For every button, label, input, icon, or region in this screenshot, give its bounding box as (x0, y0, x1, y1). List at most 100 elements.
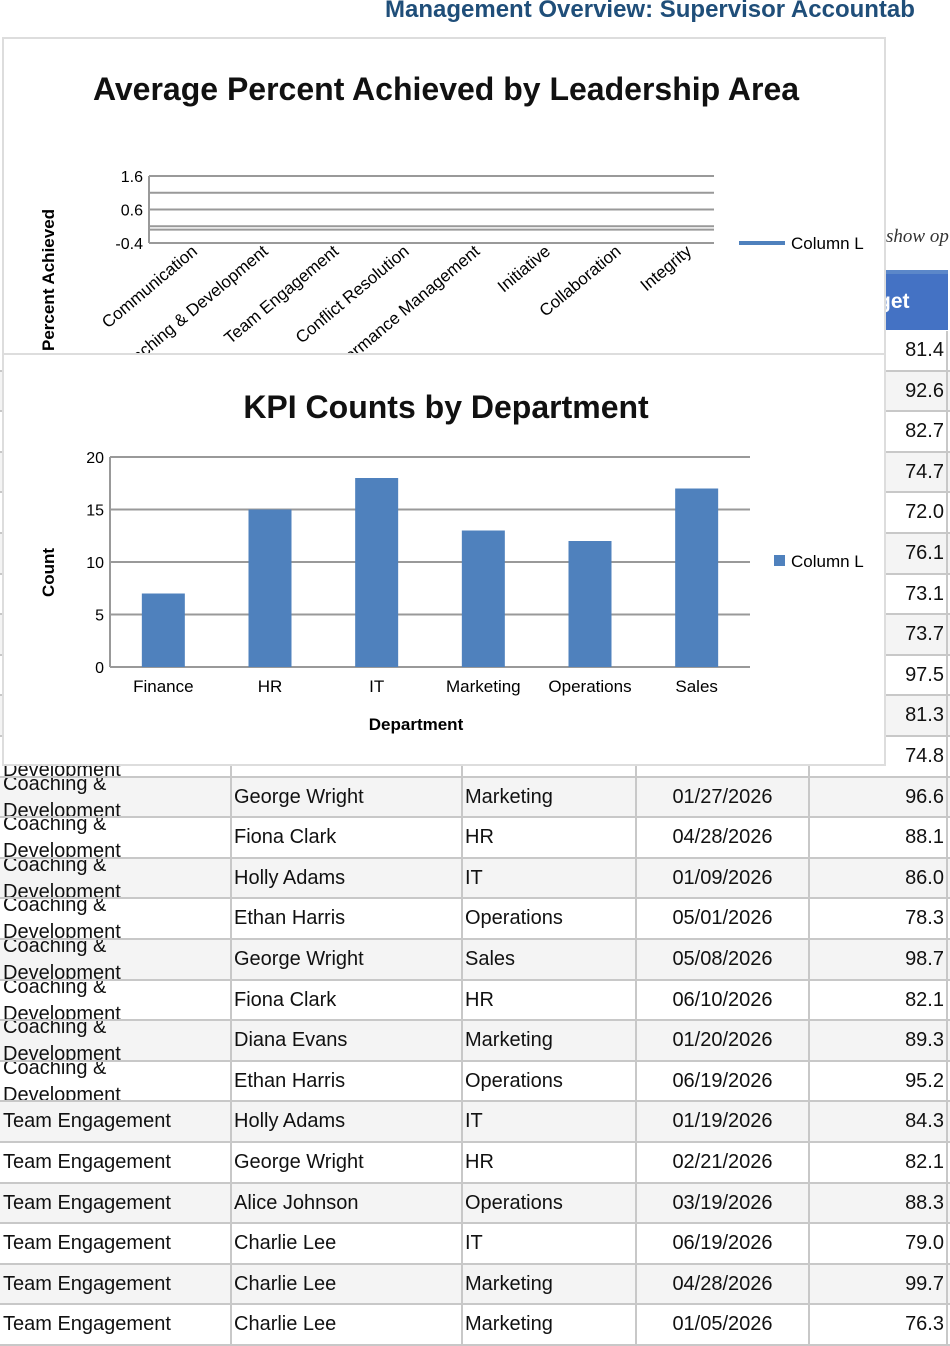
date-cell[interactable]: 04/28/2026 (637, 1264, 810, 1304)
area-cell[interactable]: Coaching & Development (0, 899, 232, 938)
target-cell[interactable]: 82.1 (810, 1143, 948, 1182)
bar-hr[interactable] (248, 509, 292, 668)
target-cell[interactable]: 81.4 (810, 331, 948, 370)
bar-finance[interactable] (141, 593, 185, 668)
target-cell[interactable]: 84.3 (810, 1102, 948, 1141)
target-text: 97.5 (905, 663, 944, 686)
x-tick-label: IT (369, 677, 384, 696)
area-cell[interactable]: Team Engagement (0, 1183, 232, 1223)
supervisor-text: George Wright (234, 1151, 364, 1173)
supervisor-cell[interactable]: Holly Adams (232, 1102, 463, 1141)
target-cell[interactable]: 82.7 (810, 412, 948, 451)
supervisor-cell[interactable]: Holly Adams (232, 858, 463, 898)
date-cell[interactable]: 06/19/2026 (637, 1224, 810, 1263)
target-text: 73.7 (905, 623, 944, 646)
target-cell[interactable]: 78.3 (810, 899, 948, 938)
area-cell[interactable]: Team Engagement (0, 1305, 232, 1344)
date-cell[interactable]: 01/05/2026 (637, 1305, 810, 1344)
bar-sales[interactable] (675, 488, 719, 668)
bar-operations[interactable] (568, 541, 612, 667)
department-cell[interactable]: IT (463, 1102, 637, 1141)
target-cell[interactable]: 92.6 (810, 371, 948, 411)
target-cell[interactable]: 89.3 (810, 1021, 948, 1060)
date-cell[interactable]: 05/08/2026 (637, 940, 810, 979)
date-cell[interactable]: 01/09/2026 (637, 858, 810, 898)
area-cell[interactable]: Team Engagement (0, 1102, 232, 1141)
area-cell[interactable]: Coaching & Development (0, 1061, 232, 1101)
supervisor-cell[interactable]: Diana Evans (232, 1021, 463, 1060)
target-cell[interactable]: 96.6 (810, 777, 948, 817)
area-cell[interactable]: Coaching & Development (0, 1021, 232, 1060)
date-cell[interactable]: 01/20/2026 (637, 1021, 810, 1060)
target-cell[interactable]: 88.3 (810, 1183, 948, 1223)
department-cell[interactable]: Operations (463, 1183, 637, 1223)
date-cell[interactable]: 05/01/2026 (637, 899, 810, 938)
area-cell[interactable]: Team Engagement (0, 1224, 232, 1263)
department-cell[interactable]: Marketing (463, 1305, 637, 1344)
target-cell[interactable]: 73.1 (810, 574, 948, 614)
area-cell[interactable]: Team Engagement (0, 1264, 232, 1304)
supervisor-cell[interactable]: Ethan Harris (232, 1061, 463, 1101)
area-cell[interactable]: Coaching & Development (0, 777, 232, 817)
target-cell[interactable]: 72.0 (810, 493, 948, 532)
target-column-header[interactable]: get (886, 270, 948, 330)
leadership-chart[interactable]: Average Percent Achieved by Leadership A… (2, 37, 886, 355)
table-row: Coaching & Development Holly Adams IT 01/09… (0, 858, 950, 900)
target-cell[interactable]: 88.1 (810, 818, 948, 857)
area-cell[interactable]: Team Engagement (0, 1143, 232, 1182)
date-cell[interactable]: 02/21/2026 (637, 1143, 810, 1182)
area-cell[interactable]: Coaching & Development (0, 818, 232, 857)
target-cell[interactable]: 74.8 (810, 737, 948, 776)
target-cell[interactable]: 97.5 (810, 655, 948, 695)
bar-marketing[interactable] (461, 530, 505, 668)
date-cell[interactable]: 01/27/2026 (637, 777, 810, 817)
target-cell[interactable]: 98.7 (810, 940, 948, 979)
area-cell[interactable]: Coaching & Development (0, 980, 232, 1020)
target-cell[interactable]: 81.3 (810, 696, 948, 735)
area-cell[interactable]: Coaching & Development (0, 940, 232, 979)
target-cell[interactable]: 99.7 (810, 1264, 948, 1304)
department-cell[interactable]: Marketing (463, 1021, 637, 1060)
department-cell[interactable]: HR (463, 818, 637, 857)
supervisor-cell[interactable]: George Wright (232, 1143, 463, 1182)
target-cell[interactable]: 79.0 (810, 1224, 948, 1263)
supervisor-cell[interactable]: Charlie Lee (232, 1264, 463, 1304)
target-cell[interactable]: 95.2 (810, 1061, 948, 1101)
date-cell[interactable]: 03/19/2026 (637, 1183, 810, 1223)
supervisor-cell[interactable]: George Wright (232, 940, 463, 979)
supervisor-cell[interactable]: Alice Johnson (232, 1183, 463, 1223)
supervisor-cell[interactable]: Ethan Harris (232, 899, 463, 938)
table-row: Coaching & Development Diana Evans Marketi… (0, 1021, 950, 1062)
x-tick-label: Operations (548, 677, 631, 696)
department-cell[interactable]: Marketing (463, 777, 637, 817)
target-cell[interactable]: 76.1 (810, 534, 948, 573)
target-cell[interactable]: 82.1 (810, 980, 948, 1020)
supervisor-cell[interactable]: Fiona Clark (232, 980, 463, 1020)
area-text: Team Engagement (3, 1110, 171, 1133)
department-cell[interactable]: Marketing (463, 1264, 637, 1304)
supervisor-cell[interactable]: Charlie Lee (232, 1305, 463, 1344)
kpi-chart[interactable]: KPI Counts by Department 0 5 10 15 20 Finance… (2, 353, 886, 766)
supervisor-cell[interactable]: Fiona Clark (232, 818, 463, 857)
department-cell[interactable]: HR (463, 1143, 637, 1182)
department-cell[interactable]: Operations (463, 899, 637, 938)
date-cell[interactable]: 01/19/2026 (637, 1102, 810, 1141)
department-cell[interactable]: Sales (463, 940, 637, 979)
date-cell[interactable]: 04/28/2026 (637, 818, 810, 857)
bar-it[interactable] (355, 478, 399, 667)
target-cell[interactable]: 74.7 (810, 452, 948, 492)
department-cell[interactable]: IT (463, 1224, 637, 1263)
department-cell[interactable]: Operations (463, 1061, 637, 1101)
y-tick-label: 15 (86, 503, 104, 520)
supervisor-cell[interactable]: Charlie Lee (232, 1224, 463, 1263)
date-cell[interactable]: 06/10/2026 (637, 980, 810, 1020)
date-text: 03/19/2026 (672, 1191, 773, 1214)
date-cell[interactable]: 06/19/2026 (637, 1061, 810, 1101)
department-cell[interactable]: IT (463, 858, 637, 898)
department-cell[interactable]: HR (463, 980, 637, 1020)
supervisor-cell[interactable]: George Wright (232, 777, 463, 817)
target-cell[interactable]: 76.3 (810, 1305, 948, 1344)
target-cell[interactable]: 73.7 (810, 615, 948, 654)
area-cell[interactable]: Coaching & Development (0, 858, 232, 898)
target-cell[interactable]: 86.0 (810, 858, 948, 898)
